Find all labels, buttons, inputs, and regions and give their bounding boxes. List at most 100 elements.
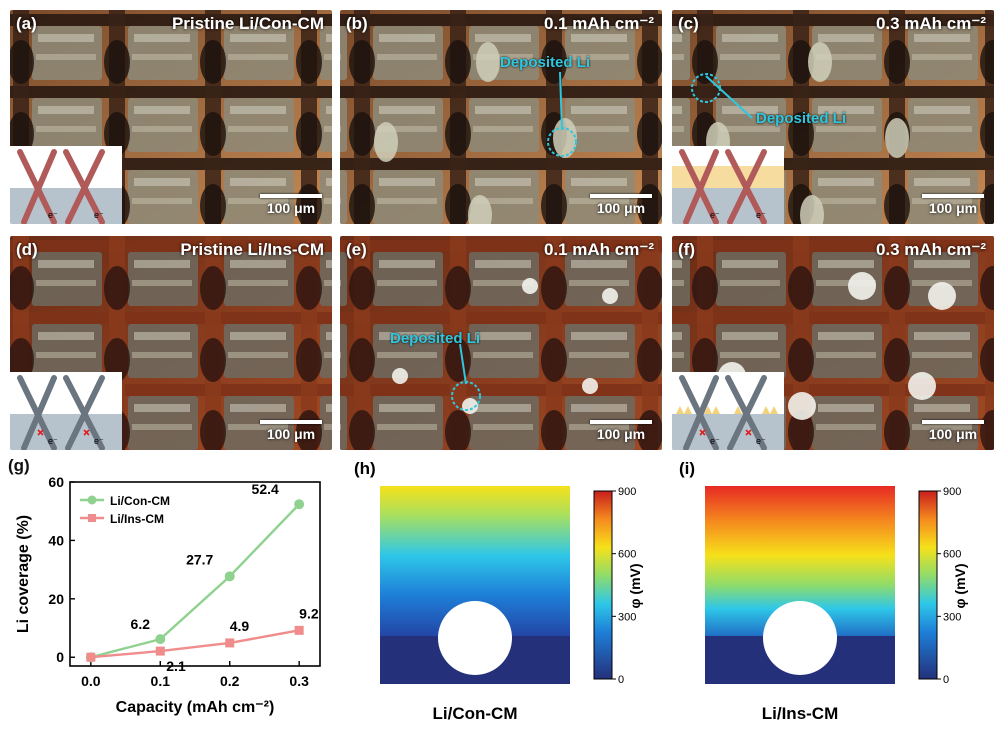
electron-label: e⁻ [756,210,766,220]
schematic-inset: e⁻ e⁻ [10,146,122,224]
micrograph-panel: (f) 0.3 mAh cm⁻² 100 μm e⁻ e⁻ [672,236,994,450]
colorbar-tick-label: 900 [618,486,636,498]
scale-bar-text: 100 μm [596,426,646,442]
data-point [155,634,166,645]
panel-label: (b) [346,14,368,33]
scale-bar: 100 μm [260,194,322,216]
panel-title: 0.1 mAh cm⁻² [543,240,654,259]
annotation-arrow [459,343,467,385]
scale-bar: 100 μm [260,420,322,442]
legend-marker [88,514,96,522]
y-tick-label: 0 [56,649,64,665]
scale-bar-line [590,194,652,198]
potential-map: (h) 0 300 600 900 φ (mV) [354,459,643,686]
schematic-inset: e⁻ e⁻ [672,146,784,224]
map-label: (i) [679,459,695,478]
micrograph-image [672,10,994,224]
panel-label: (d) [16,240,38,259]
micrograph-panel: (b) 0.1 mAh cm⁻² 100 μm Deposited Li [340,10,662,224]
panel-label: (c) [678,14,699,33]
scale-bar: 100 μm [922,194,984,216]
y-axis-label: Li coverage (%) [15,515,32,633]
data-label: 27.7 [186,551,213,567]
electron-label: e⁻ [710,210,720,220]
deposited-li-annotation: Deposited Li [500,54,591,71]
electron-label: e⁻ [94,436,104,446]
legend-label: Li/Con-CM [110,494,170,508]
micrograph-panel: (d) Pristine Li/Ins-CM 100 μm e⁻ e⁻ [10,236,332,450]
scale-bar: 100 μm [922,420,984,442]
panel-label: (e) [346,240,367,259]
scale-bar-text: 100 μm [928,426,978,442]
panel-title: Pristine Li/Con-CM [171,14,324,33]
coverage-chart: 0 20 40 60 0.0 0.1 0.2 0.3 Capacity (mAh cm⁻²) Li… [15,474,321,716]
deposited-li-annotation: Deposited Li [390,330,481,347]
panel-title: Pristine Li/Ins-CM [180,240,324,259]
colorbar-tick-label: 300 [943,611,961,623]
legend-label: Li/Ins-CM [110,512,164,526]
colorbar-tick-label: 300 [618,611,636,623]
data-point [86,652,96,662]
schematic-inset: e⁻ e⁻ [10,372,122,450]
y-tick-label: 20 [48,591,64,607]
electron-label: e⁻ [48,210,58,220]
electron-label: e⁻ [48,436,58,446]
scale-bar-text: 100 μm [266,200,316,216]
electron-label: e⁻ [94,210,104,220]
deposited-li-annotation: Deposited Li [756,110,847,127]
scale-bar-text: 100 μm [266,426,316,442]
scale-bar-line [922,194,984,198]
schematic-inset: e⁻ e⁻ [672,372,784,450]
x-axis-label: Capacity (mAh cm⁻²) [116,699,275,716]
micrograph-panel: (c) 0.3 mAh cm⁻² 100 μm Deposited Li e⁻ e⁻ [672,10,994,224]
panel-title: 0.1 mAh cm⁻² [543,14,654,33]
colorbar [593,490,613,680]
y-tick-label: 40 [48,532,64,548]
colorbar-tick-label: 0 [943,674,949,686]
scale-bar: 100 μm [590,194,652,216]
data-label: 4.9 [230,618,250,634]
electron-label: e⁻ [756,436,766,446]
x-tick-label: 0.3 [289,673,309,689]
data-label: 52.4 [252,481,279,497]
colorbar-label: φ (mV) [952,563,968,608]
data-point [155,646,165,656]
x-tick-label: 0.2 [220,673,240,689]
colorbar-label: φ (mV) [627,563,643,608]
colorbar [918,490,938,680]
data-label: 2.1 [166,658,186,674]
map-label: (h) [354,459,376,478]
data-point [294,499,305,510]
annotation-arrow [559,71,563,131]
map-caption: Li/Con-CM [432,704,518,723]
legend-marker [87,495,97,505]
scale-bar-text: 100 μm [596,200,646,216]
scale-bar-text: 100 μm [928,200,978,216]
scale-bar: 100 μm [590,420,652,442]
plot-frame [69,481,321,667]
wire-cross-section [438,601,512,675]
micrograph-panel: (a) Pristine Li/Con-CM 100 μm e⁻ e⁻ [10,10,332,224]
colorbar-tick-label: 600 [943,549,961,561]
data-label: 9.2 [299,605,319,621]
series-line [90,629,300,659]
potential-map: (i) 0 300 600 900 φ (mV) [679,459,968,686]
x-tick-label: 0.1 [151,673,171,689]
panel-title: 0.3 mAh cm⁻² [875,14,986,33]
colorbar-tick-label: 0 [618,674,624,686]
panel-g-label: (g) [8,456,30,475]
colorbar-tick-label: 600 [618,549,636,561]
data-point [294,625,304,635]
wire-cross-section [763,601,837,675]
colorbar-tick-label: 900 [943,486,961,498]
micrograph-panel: (e) 0.1 mAh cm⁻² 100 μm Deposited Li [340,236,662,450]
panel-title: 0.3 mAh cm⁻² [875,240,986,259]
map-caption: Li/Ins-CM [761,704,839,723]
series-line [90,503,301,659]
data-label: 6.2 [131,616,151,632]
data-point [225,638,235,648]
micrograph-image [340,10,662,224]
scale-bar-line [260,194,322,198]
scale-bar-line [590,420,652,424]
scale-bar-line [260,420,322,424]
